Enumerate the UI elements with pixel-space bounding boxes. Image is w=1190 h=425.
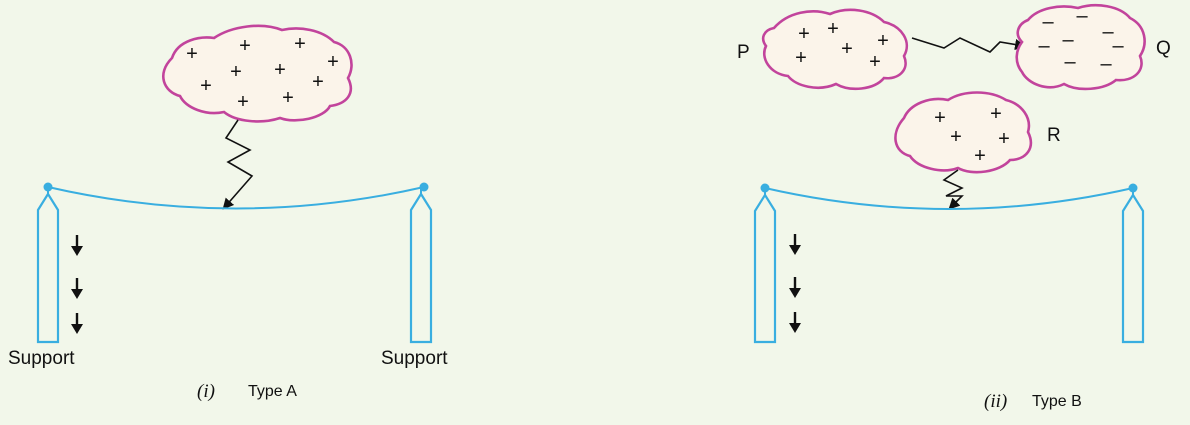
negative-charge: – <box>1076 5 1088 27</box>
positive-charge: + <box>827 18 839 40</box>
type-a-lightning-bolt <box>222 119 254 210</box>
cloud-p-outline <box>761 8 909 91</box>
type-a-ground-arrows <box>71 235 83 334</box>
positive-charge: + <box>230 61 242 83</box>
type-a-diagram: + + + + + + + + + + <box>8 24 448 402</box>
cloud-q-label: Q <box>1156 38 1171 59</box>
positive-charge: + <box>950 126 962 148</box>
negative-charge: – <box>1102 21 1114 43</box>
positive-charge: + <box>327 51 339 73</box>
type-a-right-support-label: Support <box>381 348 448 369</box>
insulator-dot <box>419 182 429 192</box>
type-a-cloud: + + + + + + + + + + <box>161 24 353 123</box>
type-a-cloud-charges: + + + + + + + + + + <box>186 33 339 113</box>
type-a-right-support <box>409 182 433 344</box>
positive-charge: + <box>841 38 853 60</box>
cloud-q-charges: – – – – – – – – <box>1038 5 1124 75</box>
down-arrow <box>789 234 801 255</box>
type-a-left-support-label: Support <box>8 348 75 369</box>
positive-charge: + <box>294 33 306 55</box>
negative-charge: – <box>1112 35 1124 57</box>
cloud-q-outline <box>1015 4 1146 91</box>
positive-charge: + <box>869 51 881 73</box>
positive-charge: + <box>877 30 889 52</box>
positive-charge: + <box>798 23 810 45</box>
down-arrow <box>71 235 83 256</box>
cloud-p-label: P <box>737 42 750 63</box>
cloud-r-outline <box>894 91 1033 174</box>
type-b-ground-arrows <box>789 234 801 333</box>
down-arrow <box>789 312 801 333</box>
type-b-left-support <box>753 183 777 344</box>
down-arrow <box>71 313 83 334</box>
positive-charge: + <box>274 59 286 81</box>
type-b-caption-roman: (ii) <box>984 391 1007 412</box>
type-a-transmission-line <box>47 186 425 210</box>
positive-charge: + <box>186 43 198 65</box>
positive-charge: + <box>998 128 1010 150</box>
positive-charge: + <box>990 103 1002 125</box>
down-arrow <box>71 278 83 299</box>
positive-charge: + <box>200 75 212 97</box>
cloud-p-charges: + + + + + + <box>795 18 889 73</box>
positive-charge: + <box>934 107 946 129</box>
type-b-cloud-p: + + + + + + <box>761 8 909 91</box>
down-arrow <box>789 277 801 298</box>
positive-charge: + <box>795 47 807 69</box>
cloud-r-charges: + + + + + <box>934 103 1010 167</box>
type-b-caption-text: Type B <box>1032 393 1082 410</box>
insulator-dot <box>760 183 770 193</box>
type-a-caption-text: Type A <box>248 383 297 400</box>
cloud-to-cloud-lightning-bolt <box>911 37 1027 53</box>
type-b-diagram: + + + + + + P – – – – – – – – <box>737 4 1171 412</box>
type-b-right-support <box>1121 183 1145 344</box>
insulator-dot <box>43 182 53 192</box>
type-b-cloud-q: – – – – – – – – <box>1015 4 1146 91</box>
type-b-cloud-r: + + + + + <box>894 91 1033 174</box>
type-b-lightning-bolt <box>942 169 964 210</box>
negative-charge: – <box>1100 53 1112 75</box>
negative-charge: – <box>1062 29 1074 51</box>
type-a-caption-roman: (i) <box>197 381 215 402</box>
positive-charge: + <box>974 145 986 167</box>
insulator-dot <box>1128 183 1138 193</box>
negative-charge: – <box>1064 51 1076 73</box>
positive-charge: + <box>282 87 294 109</box>
cloud-r-label: R <box>1047 125 1061 146</box>
positive-charge: + <box>312 71 324 93</box>
type-a-cloud-outline <box>161 24 353 123</box>
positive-charge: + <box>237 91 249 113</box>
type-b-transmission-line <box>764 187 1134 210</box>
positive-charge: + <box>239 35 251 57</box>
negative-charge: – <box>1042 11 1054 33</box>
negative-charge: – <box>1038 35 1050 57</box>
type-a-left-support <box>36 182 60 344</box>
